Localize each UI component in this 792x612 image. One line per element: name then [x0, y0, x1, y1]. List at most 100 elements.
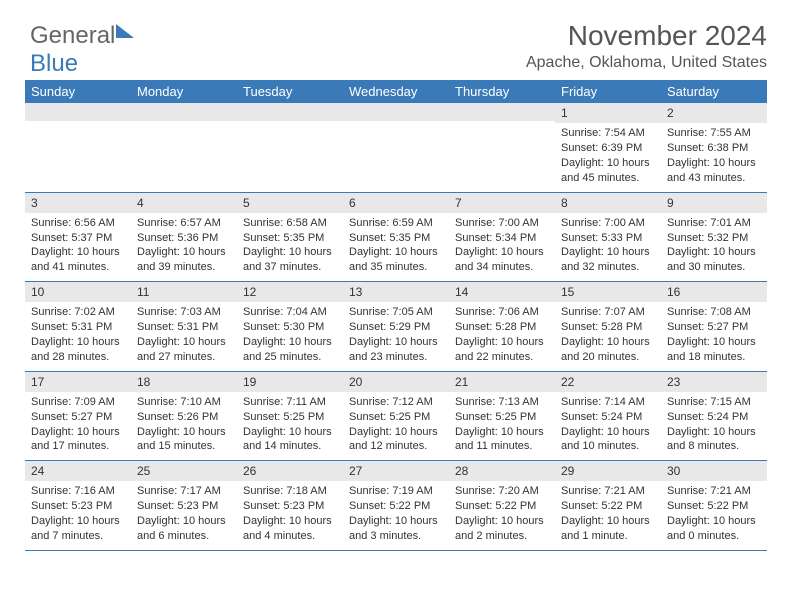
sunrise-text: Sunrise: 7:21 AM	[561, 484, 655, 499]
calendar-day: 9Sunrise: 7:01 AMSunset: 5:32 PMDaylight…	[661, 192, 767, 282]
daylight-text: Daylight: 10 hours and 0 minutes.	[667, 514, 761, 544]
sunset-text: Sunset: 5:27 PM	[31, 410, 125, 425]
day-number: 24	[25, 461, 131, 481]
day-body: Sunrise: 7:11 AMSunset: 5:25 PMDaylight:…	[237, 392, 343, 460]
day-number	[343, 103, 449, 121]
calendar-day: 22Sunrise: 7:14 AMSunset: 5:24 PMDayligh…	[555, 371, 661, 461]
day-body	[343, 121, 449, 181]
day-number: 5	[237, 193, 343, 213]
day-body: Sunrise: 7:08 AMSunset: 5:27 PMDaylight:…	[661, 302, 767, 370]
daylight-text: Daylight: 10 hours and 12 minutes.	[349, 425, 443, 455]
sunset-text: Sunset: 5:24 PM	[667, 410, 761, 425]
day-body: Sunrise: 7:03 AMSunset: 5:31 PMDaylight:…	[131, 302, 237, 370]
sunrise-text: Sunrise: 7:20 AM	[455, 484, 549, 499]
daylight-text: Daylight: 10 hours and 27 minutes.	[137, 335, 231, 365]
month-title: November 2024	[25, 20, 767, 52]
calendar-day: 18Sunrise: 7:10 AMSunset: 5:26 PMDayligh…	[131, 371, 237, 461]
day-number: 4	[131, 193, 237, 213]
day-number: 29	[555, 461, 661, 481]
daylight-text: Daylight: 10 hours and 4 minutes.	[243, 514, 337, 544]
day-number: 17	[25, 372, 131, 392]
sunset-text: Sunset: 5:25 PM	[349, 410, 443, 425]
calendar-day: 8Sunrise: 7:00 AMSunset: 5:33 PMDaylight…	[555, 192, 661, 282]
calendar-day: 11Sunrise: 7:03 AMSunset: 5:31 PMDayligh…	[131, 282, 237, 372]
day-number: 15	[555, 282, 661, 302]
sunset-text: Sunset: 5:25 PM	[243, 410, 337, 425]
calendar-day: 6Sunrise: 6:59 AMSunset: 5:35 PMDaylight…	[343, 192, 449, 282]
sunrise-text: Sunrise: 7:10 AM	[137, 395, 231, 410]
calendar-day: 7Sunrise: 7:00 AMSunset: 5:34 PMDaylight…	[449, 192, 555, 282]
day-body: Sunrise: 7:55 AMSunset: 6:38 PMDaylight:…	[661, 123, 767, 191]
calendar-week: 3Sunrise: 6:56 AMSunset: 5:37 PMDaylight…	[25, 192, 767, 282]
daylight-text: Daylight: 10 hours and 20 minutes.	[561, 335, 655, 365]
daylight-text: Daylight: 10 hours and 10 minutes.	[561, 425, 655, 455]
calendar-table: Sunday Monday Tuesday Wednesday Thursday…	[25, 80, 767, 551]
day-body: Sunrise: 6:59 AMSunset: 5:35 PMDaylight:…	[343, 213, 449, 281]
sunrise-text: Sunrise: 7:04 AM	[243, 305, 337, 320]
day-number: 27	[343, 461, 449, 481]
day-body: Sunrise: 7:18 AMSunset: 5:23 PMDaylight:…	[237, 481, 343, 549]
daylight-text: Daylight: 10 hours and 30 minutes.	[667, 245, 761, 275]
calendar-day: 13Sunrise: 7:05 AMSunset: 5:29 PMDayligh…	[343, 282, 449, 372]
dayname: Saturday	[661, 80, 767, 103]
calendar-day: 16Sunrise: 7:08 AMSunset: 5:27 PMDayligh…	[661, 282, 767, 372]
sunset-text: Sunset: 6:39 PM	[561, 141, 655, 156]
sunrise-text: Sunrise: 7:54 AM	[561, 126, 655, 141]
daylight-text: Daylight: 10 hours and 32 minutes.	[561, 245, 655, 275]
calendar-week: 17Sunrise: 7:09 AMSunset: 5:27 PMDayligh…	[25, 371, 767, 461]
daylight-text: Daylight: 10 hours and 1 minute.	[561, 514, 655, 544]
day-number: 23	[661, 372, 767, 392]
day-body	[25, 121, 131, 181]
daylight-text: Daylight: 10 hours and 28 minutes.	[31, 335, 125, 365]
day-body: Sunrise: 7:15 AMSunset: 5:24 PMDaylight:…	[661, 392, 767, 460]
sunrise-text: Sunrise: 7:14 AM	[561, 395, 655, 410]
sunset-text: Sunset: 5:28 PM	[561, 320, 655, 335]
calendar-week: 10Sunrise: 7:02 AMSunset: 5:31 PMDayligh…	[25, 282, 767, 372]
logo: General Blue	[30, 22, 134, 78]
sunset-text: Sunset: 5:37 PM	[31, 231, 125, 246]
calendar-day: 30Sunrise: 7:21 AMSunset: 5:22 PMDayligh…	[661, 461, 767, 551]
logo-part2: Blue	[30, 50, 78, 77]
sunrise-text: Sunrise: 6:56 AM	[31, 216, 125, 231]
day-body: Sunrise: 7:00 AMSunset: 5:34 PMDaylight:…	[449, 213, 555, 281]
sunset-text: Sunset: 5:34 PM	[455, 231, 549, 246]
day-body: Sunrise: 7:06 AMSunset: 5:28 PMDaylight:…	[449, 302, 555, 370]
daylight-text: Daylight: 10 hours and 15 minutes.	[137, 425, 231, 455]
day-number	[237, 103, 343, 121]
day-body: Sunrise: 7:09 AMSunset: 5:27 PMDaylight:…	[25, 392, 131, 460]
dayname: Friday	[555, 80, 661, 103]
day-number: 9	[661, 193, 767, 213]
day-number	[25, 103, 131, 121]
daylight-text: Daylight: 10 hours and 7 minutes.	[31, 514, 125, 544]
sunset-text: Sunset: 5:24 PM	[561, 410, 655, 425]
sunset-text: Sunset: 5:31 PM	[137, 320, 231, 335]
sunset-text: Sunset: 5:25 PM	[455, 410, 549, 425]
sunrise-text: Sunrise: 7:01 AM	[667, 216, 761, 231]
sunset-text: Sunset: 5:23 PM	[137, 499, 231, 514]
daylight-text: Daylight: 10 hours and 2 minutes.	[455, 514, 549, 544]
sunset-text: Sunset: 5:23 PM	[31, 499, 125, 514]
calendar-day: 5Sunrise: 6:58 AMSunset: 5:35 PMDaylight…	[237, 192, 343, 282]
calendar-day: 19Sunrise: 7:11 AMSunset: 5:25 PMDayligh…	[237, 371, 343, 461]
sunset-text: Sunset: 5:36 PM	[137, 231, 231, 246]
daylight-text: Daylight: 10 hours and 17 minutes.	[31, 425, 125, 455]
calendar-day	[449, 103, 555, 192]
day-body: Sunrise: 7:04 AMSunset: 5:30 PMDaylight:…	[237, 302, 343, 370]
daylight-text: Daylight: 10 hours and 34 minutes.	[455, 245, 549, 275]
sunset-text: Sunset: 5:28 PM	[455, 320, 549, 335]
day-body: Sunrise: 7:14 AMSunset: 5:24 PMDaylight:…	[555, 392, 661, 460]
dayname: Tuesday	[237, 80, 343, 103]
day-number: 13	[343, 282, 449, 302]
day-number: 18	[131, 372, 237, 392]
calendar-day: 2Sunrise: 7:55 AMSunset: 6:38 PMDaylight…	[661, 103, 767, 192]
sunrise-text: Sunrise: 7:07 AM	[561, 305, 655, 320]
daylight-text: Daylight: 10 hours and 41 minutes.	[31, 245, 125, 275]
day-number: 11	[131, 282, 237, 302]
sunset-text: Sunset: 5:22 PM	[561, 499, 655, 514]
day-number: 7	[449, 193, 555, 213]
calendar-day: 1Sunrise: 7:54 AMSunset: 6:39 PMDaylight…	[555, 103, 661, 192]
location: Apache, Oklahoma, United States	[25, 54, 767, 72]
day-body: Sunrise: 7:10 AMSunset: 5:26 PMDaylight:…	[131, 392, 237, 460]
day-body: Sunrise: 7:00 AMSunset: 5:33 PMDaylight:…	[555, 213, 661, 281]
sunset-text: Sunset: 5:23 PM	[243, 499, 337, 514]
